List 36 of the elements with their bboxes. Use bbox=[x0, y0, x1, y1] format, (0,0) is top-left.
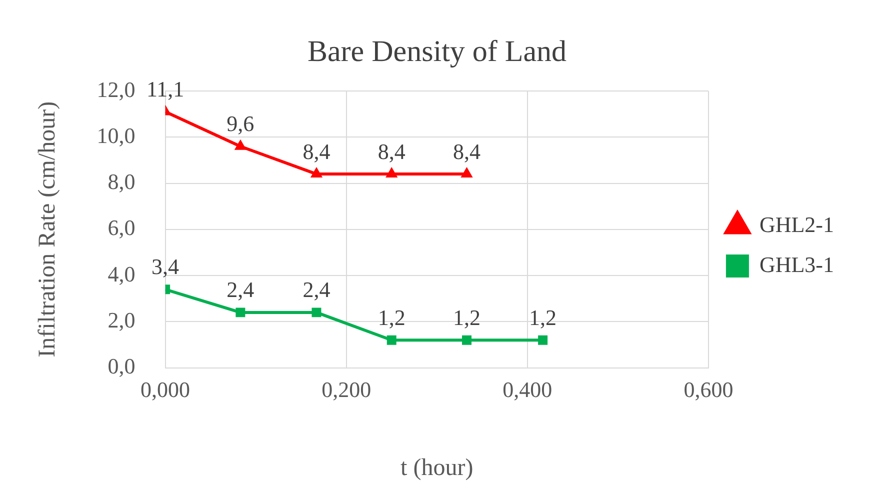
data-label: 1,2 bbox=[453, 304, 481, 330]
data-label: 11,1 bbox=[146, 76, 184, 102]
point bbox=[312, 308, 322, 318]
point bbox=[538, 335, 548, 345]
data-label: 2,4 bbox=[226, 277, 254, 302]
data-label: 2,4 bbox=[302, 277, 330, 302]
data-label: 9,6 bbox=[226, 111, 254, 136]
x-tick-label: 0,600 bbox=[684, 376, 734, 402]
legend-label: GHL2-1 bbox=[759, 212, 834, 237]
data-label: 1,2 bbox=[378, 304, 406, 330]
legend-label: GHL3-1 bbox=[759, 252, 834, 277]
y-axis-title: Infiltration Rate (cm/hour) bbox=[34, 101, 61, 358]
point bbox=[386, 168, 398, 178]
y-tick-label: 10,0 bbox=[96, 122, 136, 148]
point bbox=[386, 335, 396, 345]
y-tick-label: 8,0 bbox=[108, 169, 136, 194]
data-label: 8,4 bbox=[453, 138, 481, 164]
y-tick-label: 4,0 bbox=[108, 261, 136, 286]
data-label: 3,4 bbox=[152, 254, 180, 280]
data-label: 8,4 bbox=[302, 138, 330, 164]
x-tick-label: 0,400 bbox=[502, 376, 552, 402]
x-tick-label: 0,200 bbox=[322, 376, 372, 402]
x-tick-label: 0,000 bbox=[140, 376, 190, 402]
point bbox=[310, 168, 322, 178]
y-tick-label: 2,0 bbox=[108, 307, 136, 332]
point bbox=[236, 308, 246, 318]
y-tick-label: 6,0 bbox=[108, 215, 136, 240]
data-label: 8,4 bbox=[378, 138, 406, 164]
point bbox=[461, 168, 472, 178]
y-tick-label: 12,0 bbox=[96, 76, 136, 102]
y-tick-label: 0,0 bbox=[108, 354, 136, 379]
data-label: 1,2 bbox=[529, 304, 557, 330]
point bbox=[234, 140, 246, 150]
x-axis-title: t (hour) bbox=[400, 454, 474, 481]
point bbox=[462, 335, 472, 345]
chart-title: Bare Density of Land bbox=[307, 34, 567, 68]
